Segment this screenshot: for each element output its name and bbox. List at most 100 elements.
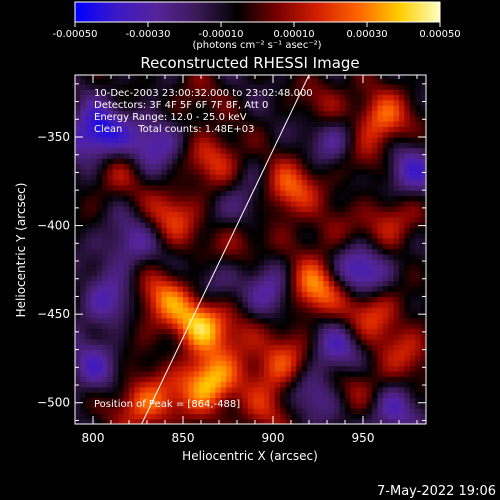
heatmap-cell: [285, 121, 292, 127]
heatmap-cell: [91, 381, 98, 388]
heatmap-cell: [377, 75, 384, 80]
heatmap-cell: [307, 147, 314, 154]
heatmap-cell: [404, 328, 411, 335]
heatmap-cell: [226, 152, 233, 159]
heatmap-cell: [350, 121, 357, 127]
heatmap-cell: [96, 381, 103, 388]
heatmap-cell: [269, 158, 276, 165]
heatmap-cell: [420, 317, 426, 324]
heatmap-cell: [215, 307, 222, 313]
heatmap-cell: [323, 243, 330, 250]
heatmap-cell: [350, 365, 357, 372]
heatmap-cell: [139, 408, 146, 414]
heatmap-cell: [404, 376, 411, 383]
heatmap-cell: [334, 307, 341, 313]
heatmap-cell: [280, 386, 287, 393]
heatmap-cell: [150, 328, 157, 335]
heatmap-cell: [134, 152, 141, 159]
heatmap-cell: [377, 354, 384, 361]
heatmap-cell: [388, 338, 395, 345]
heatmap-cell: [366, 413, 373, 420]
heatmap-cell: [388, 301, 395, 308]
heatmap-cell: [156, 376, 162, 383]
heatmap-cell: [328, 227, 335, 234]
heatmap-cell: [91, 323, 98, 329]
heatmap-cell: [161, 99, 168, 106]
heatmap-cell: [226, 280, 233, 287]
heatmap-cell: [107, 264, 114, 271]
heatmap-cell: [91, 328, 98, 335]
heatmap-cell: [156, 418, 162, 424]
heatmap-cell: [118, 222, 125, 228]
heatmap-cell: [388, 99, 395, 106]
heatmap-cell: [107, 94, 114, 101]
heatmap-cell: [96, 291, 103, 298]
heatmap-cell: [183, 418, 189, 424]
heatmap-cell: [258, 75, 265, 80]
heatmap-cell: [134, 115, 141, 122]
heatmap-cell: [145, 269, 152, 276]
heatmap-cell: [134, 269, 141, 276]
heatmap-cell: [350, 349, 357, 356]
heatmap-cell: [339, 174, 346, 181]
heatmap-cell: [139, 142, 146, 149]
heatmap-cell: [415, 75, 422, 80]
heatmap-cell: [377, 259, 384, 266]
heatmap-cell: [107, 328, 114, 335]
heatmap-cell: [134, 237, 141, 244]
heatmap-cell: [112, 190, 119, 197]
heatmap-cell: [210, 211, 216, 218]
heatmap-cell: [75, 381, 81, 388]
heatmap-cell: [382, 227, 389, 234]
heatmap-cell: [242, 386, 249, 393]
heatmap-cell: [350, 227, 357, 234]
heatmap-cell: [156, 94, 162, 101]
heatmap-cell: [264, 126, 270, 133]
heatmap-cell: [372, 75, 378, 80]
heatmap-cell: [183, 365, 189, 372]
heatmap-cell: [296, 397, 303, 404]
heatmap-cell: [247, 360, 254, 367]
heatmap-cell: [145, 99, 152, 106]
heatmap-cell: [199, 222, 206, 228]
heatmap-cell: [188, 75, 195, 80]
heatmap-cell: [145, 323, 152, 329]
heatmap-cell: [372, 163, 378, 170]
heatmap-cell: [112, 121, 119, 127]
heatmap-cell: [75, 195, 81, 202]
heatmap-cell: [328, 253, 335, 260]
heatmap-cell: [107, 227, 114, 234]
heatmap-cell: [264, 142, 270, 149]
heatmap-cell: [188, 168, 195, 175]
heatmap-cell: [129, 110, 135, 117]
heatmap-cell: [345, 152, 351, 159]
heatmap-cell: [242, 184, 249, 191]
heatmap-cell: [258, 131, 265, 138]
heatmap-cell: [156, 354, 162, 361]
heatmap-cell: [318, 344, 324, 351]
heatmap-cell: [264, 200, 270, 207]
heatmap-cell: [328, 237, 335, 244]
heatmap-cell: [258, 137, 265, 143]
heatmap-cell: [274, 184, 281, 191]
heatmap-cell: [399, 75, 405, 80]
heatmap-cell: [215, 354, 222, 361]
heatmap-cell: [377, 402, 384, 409]
heatmap-cell: [312, 344, 319, 351]
heatmap-cell: [355, 94, 362, 101]
heatmap-cell: [220, 131, 227, 138]
heatmap-cell: [161, 333, 168, 340]
heatmap-cell: [237, 408, 243, 414]
heatmap-cell: [372, 200, 378, 207]
heatmap-cell: [377, 195, 384, 202]
heatmap-cell: [193, 195, 200, 202]
heatmap-cell: [258, 216, 265, 223]
heatmap-cell: [350, 131, 357, 138]
heatmap-cell: [129, 259, 135, 266]
heatmap-cell: [339, 370, 346, 377]
heatmap-cell: [129, 243, 135, 250]
heatmap-cell: [112, 418, 119, 424]
heatmap-cell: [215, 317, 222, 324]
heatmap-cell: [161, 158, 168, 165]
heatmap-cell: [80, 142, 87, 149]
